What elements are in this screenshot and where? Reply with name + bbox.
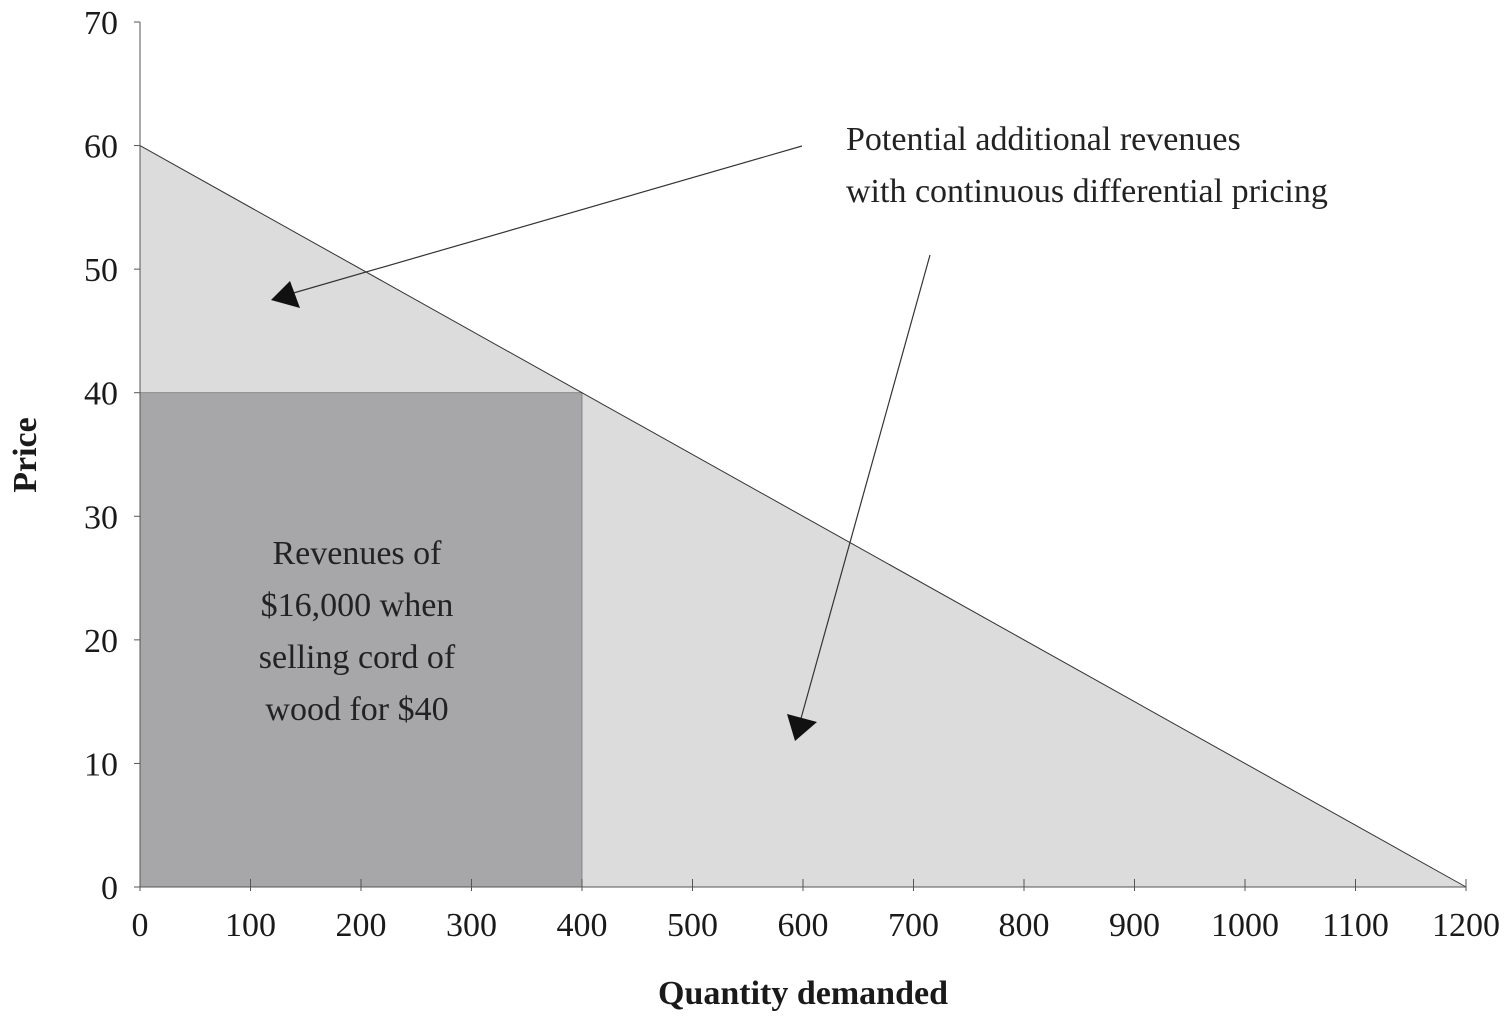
x-tick-label: 1100 xyxy=(1322,907,1389,944)
x-tick-label: 1200 xyxy=(1432,907,1500,944)
y-tick-label: 50 xyxy=(84,252,118,289)
y-tick-label: 30 xyxy=(84,499,118,536)
revenue-annotation: Revenues of $16,000 when selling cord of… xyxy=(259,535,456,728)
potential-revenue-annotation: Potential additional revenues with conti… xyxy=(271,121,1328,741)
y-tick-label: 40 xyxy=(84,376,118,413)
x-tick-label: 400 xyxy=(557,907,608,944)
x-tick-label: 1000 xyxy=(1211,907,1279,944)
annotation-line: wood for $40 xyxy=(265,691,448,728)
arrow-line xyxy=(799,254,931,723)
y-axis-title: Price xyxy=(7,417,44,493)
x-tick-label: 800 xyxy=(999,907,1050,944)
x-ticks: 0 100 200 300 400 500 600 700 800 900 1000 1100 1200 xyxy=(132,879,1500,944)
y-tick-label: 10 xyxy=(84,746,118,783)
x-axis-title: Quantity demanded xyxy=(658,975,948,1012)
x-tick-label: 0 xyxy=(132,907,149,944)
annotation-line: selling cord of xyxy=(259,639,456,676)
annotation-line: $16,000 when xyxy=(261,587,454,624)
x-tick-label: 900 xyxy=(1109,907,1160,944)
y-tick-label: 0 xyxy=(101,870,118,907)
y-tick-label: 60 xyxy=(84,129,118,166)
annotation-line: Potential additional revenues xyxy=(846,121,1241,158)
x-tick-label: 500 xyxy=(667,907,718,944)
y-tick-label: 70 xyxy=(84,5,118,42)
arrowhead-icon xyxy=(787,714,817,741)
x-tick-label: 100 xyxy=(225,907,276,944)
annotation-line: Revenues of xyxy=(272,535,442,572)
revenue-rectangle xyxy=(139,392,583,888)
x-tick-label: 700 xyxy=(888,907,939,944)
x-tick-label: 200 xyxy=(336,907,387,944)
demand-line xyxy=(139,145,1467,888)
x-tick-label: 300 xyxy=(446,907,497,944)
arrowhead-icon xyxy=(271,281,300,308)
y-tick-label: 20 xyxy=(84,623,118,660)
y-ticks: 0 10 20 30 40 50 60 70 xyxy=(84,5,140,907)
x-tick-label: 600 xyxy=(778,907,829,944)
arrow-line xyxy=(289,145,803,295)
annotation-line: with continuous differential pricing xyxy=(846,173,1328,210)
